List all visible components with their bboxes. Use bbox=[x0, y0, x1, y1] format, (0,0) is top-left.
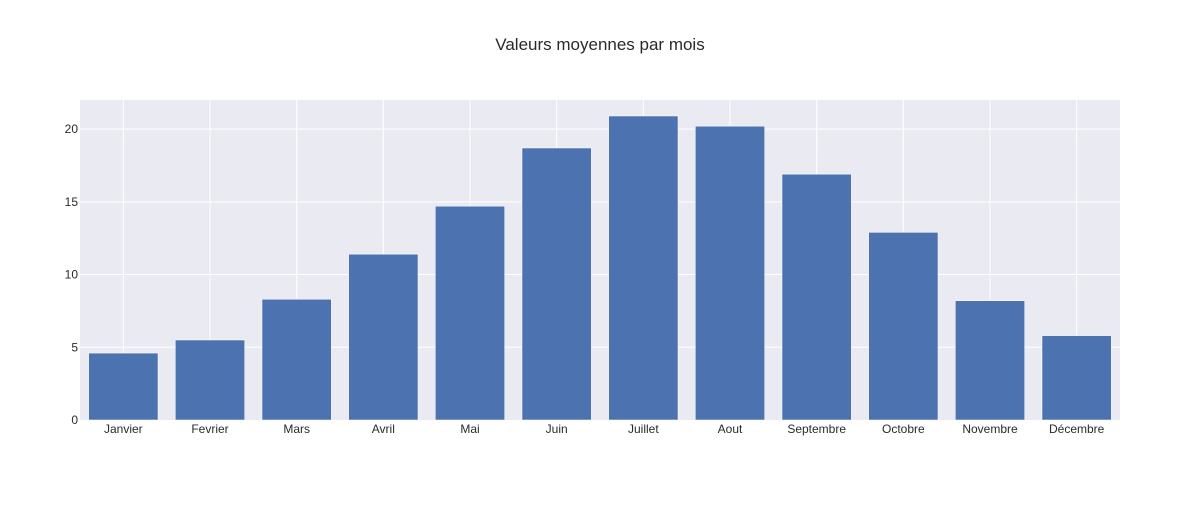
chart-title: Valeurs moyennes par mois bbox=[495, 35, 704, 54]
x-tick-label: Novembre bbox=[962, 422, 1018, 436]
bar-avril bbox=[348, 253, 419, 421]
y-tick-label: 10 bbox=[65, 268, 79, 282]
x-tick-label: Septembre bbox=[787, 422, 846, 436]
y-tick-labels: 0 5 10 15 20 bbox=[65, 122, 79, 427]
bar-décembre bbox=[1041, 335, 1112, 421]
y-gridlines bbox=[80, 128, 1120, 348]
bar-juillet bbox=[608, 115, 679, 421]
x-tick-label: Juin bbox=[546, 422, 568, 436]
bar-juin bbox=[521, 147, 592, 421]
x-tick-label: Octobre bbox=[882, 422, 925, 436]
x-tick-label: Décembre bbox=[1049, 422, 1105, 436]
x-tick-label: Janvier bbox=[104, 422, 143, 436]
y-tick-label: 20 bbox=[65, 122, 79, 136]
bar-mars bbox=[261, 299, 332, 421]
y-tick-label: 0 bbox=[71, 413, 78, 427]
x-tick-label: Fevrier bbox=[191, 422, 228, 436]
bar-fevrier bbox=[175, 339, 245, 421]
y-tick-label: 15 bbox=[65, 195, 79, 209]
bar-aout bbox=[695, 125, 765, 421]
bars bbox=[88, 115, 1112, 421]
x-tick-label: Juillet bbox=[628, 422, 659, 436]
x-tick-label: Mars bbox=[283, 422, 310, 436]
bar-novembre bbox=[955, 300, 1025, 421]
y-tick-label: 5 bbox=[71, 340, 78, 354]
bar-octobre bbox=[868, 232, 939, 421]
x-tick-labels: Janvier Fevrier Mars Avril Mai Juin Juillet Aou… bbox=[104, 422, 1105, 436]
x-tick-label: Mai bbox=[460, 422, 479, 436]
plot-area bbox=[80, 100, 1120, 420]
bar-janvier bbox=[88, 352, 159, 421]
bar-septembre bbox=[781, 173, 852, 421]
x-tick-label: Avril bbox=[372, 422, 395, 436]
x-tick-label: Aout bbox=[718, 422, 743, 436]
bar-mai bbox=[435, 205, 505, 421]
